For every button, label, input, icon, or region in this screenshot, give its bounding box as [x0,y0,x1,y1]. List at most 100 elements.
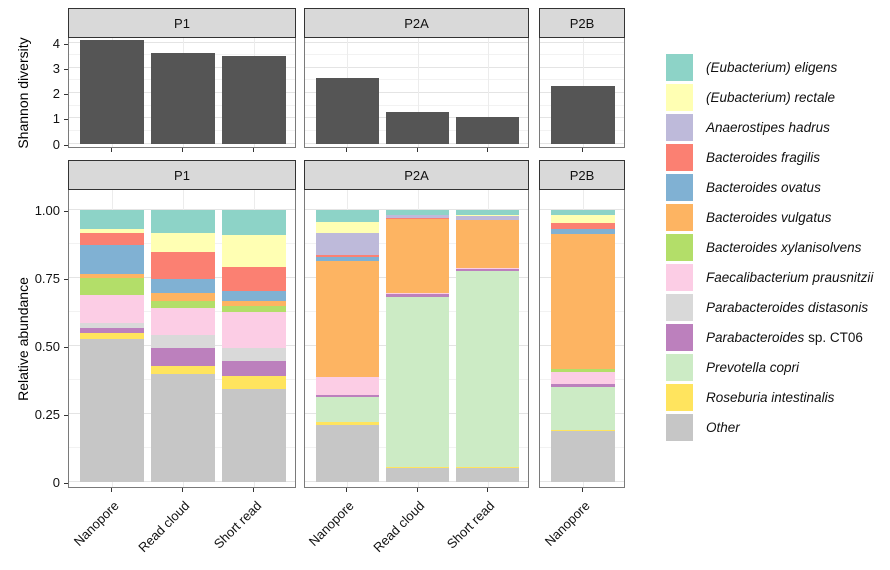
segment-prausnitzii [222,311,287,349]
segment-fragilis [222,266,287,292]
stacked-bar-short-read [456,209,520,482]
minor-gridline [305,104,528,106]
diversity-bar-read-cloud [385,112,450,144]
facet-strip: P2B [539,8,625,38]
y-tick-label: 1.00 [34,202,60,218]
segment-fragilis [150,251,215,280]
legend-label-intestinalis: Roseburia intestinalis [706,390,835,405]
segment-eligens [79,209,144,229]
panel-p2a: P2A [304,8,529,148]
legend-swatch-vulgatus [666,204,693,231]
y-tick-mark [64,482,68,484]
stacked-bar-short-read [222,209,287,482]
x-tick-mark [182,148,183,152]
segment-fragilis [550,223,616,229]
segment-ct06 [550,383,616,387]
x-axis-label-nanopore: Nanopore [305,498,357,549]
stacked-bar-nanopore [79,209,144,482]
x-axis-label-short-read: Short read [210,498,264,552]
segment-prausnitzii [79,295,144,323]
segment-vulgatus [385,219,450,293]
x-tick-mark [582,148,583,152]
facet-strip: P2A [304,160,529,190]
y-tick-mark [64,414,68,416]
x-tick-mark [416,148,418,152]
plot-area [304,38,529,148]
segment-distasonis [222,348,287,361]
segment-prausnitzii [456,268,520,270]
segment-other [150,374,215,482]
minor-gridline [540,79,624,81]
major-gridline [305,208,528,210]
plot-area [539,38,625,148]
major-gridline [540,208,624,210]
segment-intestinalis [456,466,520,469]
y-tick-label: 0 [52,474,60,490]
segment-vulgatus [315,261,379,378]
segment-copri [550,386,616,431]
y-tick-label: 0.50 [34,338,60,354]
x-gridline [487,38,489,147]
panel-p1: P1 [68,8,296,148]
segment-ovatus [150,279,215,293]
segment-intestinalis [315,421,379,425]
segment-fragilis [385,217,450,220]
segment-ovatus [79,244,144,274]
legend-label-eligens: (Eubacterium) eligens [706,60,838,75]
segment-copri [315,397,379,422]
y-tick-mark [64,94,68,96]
legend-swatch-ovatus [666,174,693,201]
segment-other [315,424,379,482]
segment-eligens [550,209,616,216]
segment-eligens [150,209,215,233]
plot-area [68,38,296,148]
segment-other [456,468,520,482]
legend-swatch-other [666,414,693,441]
segment-other [385,468,450,482]
x-axis-label-read-cloud: Read cloud [135,498,193,556]
major-gridline [305,92,528,94]
x-axis-label-nanopore: Nanopore [541,498,593,549]
minor-gridline [540,54,624,56]
segment-intestinalis [222,375,287,390]
segment-rectale [315,221,379,233]
y-tick-label: 4 [52,35,60,51]
legend-label-hadrus: Anaerostipes hadrus [706,120,830,135]
y-tick-mark [64,346,68,348]
segment-fragilis [79,232,144,245]
diversity-bar-nanopore [79,40,144,144]
segment-copri [456,270,520,467]
stacked-bar-read-cloud [150,209,215,482]
legend-label-ovatus: Bacteroides ovatus [706,180,821,195]
legend-label-other: Other [706,420,740,435]
legend-swatch-xylanisolvens [666,234,693,261]
legend-swatch-prausnitzii [666,264,693,291]
y-tick-label: 2 [52,86,60,102]
legend-label-ct06: Parabacteroides sp. CT06 [706,330,863,345]
major-gridline [540,41,624,43]
legend-item-copri: Prevotella copri [666,354,873,381]
segment-rectale [79,228,144,233]
legend-label-rectale: (Eubacterium) rectale [706,90,836,105]
x-tick-mark [416,488,418,492]
major-gridline [69,41,295,43]
legend-item-distasonis: Parabacteroides distasonis [666,294,873,321]
y-tick-label: 3 [52,60,60,76]
segment-prausnitzii [315,377,379,395]
segment-ct06 [315,394,379,398]
legend-item-ct06: Parabacteroides sp. CT06 [666,324,873,351]
segment-intestinalis [550,430,616,432]
legend-swatch-copri [666,354,693,381]
x-tick-mark [110,148,112,152]
diversity-bar-short-read [222,56,287,144]
y-tick-label: 0.75 [34,270,60,286]
panel-p2a: P2A [304,160,529,488]
panel-p1: P1 [68,160,296,488]
segment-fragilis [315,254,379,258]
legend-swatch-intestinalis [666,384,693,411]
x-tick-mark [253,148,255,152]
y-tick-label: 0.25 [34,406,60,422]
legend-swatch-eligens [666,54,693,81]
segment-rectale [550,215,616,224]
